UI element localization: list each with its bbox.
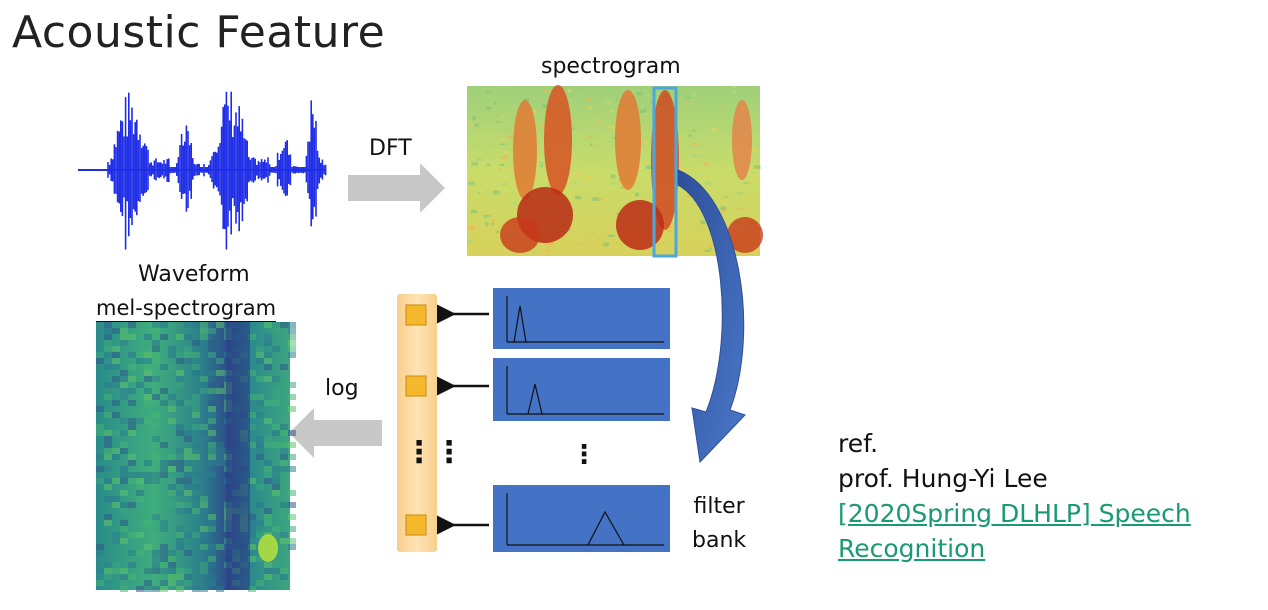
column-ellipsis-dots: ⋮⋮ xyxy=(404,435,464,470)
filter-panel-3 xyxy=(493,485,670,552)
waveform-label: Waveform xyxy=(138,262,250,287)
spectrogram-image xyxy=(467,85,763,258)
slide-title: Acoustic Feature xyxy=(12,7,386,58)
filter-bank-label-line1: filter xyxy=(693,494,745,519)
reference-prefix: ref. xyxy=(838,429,879,458)
ellipsis-dots: ⋮ xyxy=(571,440,597,470)
spectrogram-label: spectrogram xyxy=(541,54,681,79)
dft-arrow xyxy=(348,163,445,213)
log-arrow xyxy=(289,408,382,458)
filter-panel-1 xyxy=(493,288,670,349)
reference-link-line1[interactable]: [2020Spring DLHLP] Speech xyxy=(838,499,1191,528)
waveform xyxy=(78,91,327,250)
filter-bank-label-line2: bank xyxy=(692,528,747,553)
feature-vector-column xyxy=(397,294,437,552)
mel-spectrogram-image xyxy=(96,322,296,592)
reference-block: ref. prof. Hung-Yi Lee [2020Spring DLHLP… xyxy=(838,426,1191,566)
curved-arrow xyxy=(677,169,746,464)
filter-output-arrows xyxy=(436,304,489,535)
filter-panel-2 xyxy=(493,358,670,421)
dft-label: DFT xyxy=(369,136,412,161)
filter-bank-label: filter bank xyxy=(692,490,746,558)
reference-author: prof. Hung-Yi Lee xyxy=(838,464,1048,493)
mel-spectrogram-label: mel-spectrogram xyxy=(96,296,277,322)
reference-link[interactable]: [2020Spring DLHLP] Speech Recognition xyxy=(838,496,1191,566)
log-label: log xyxy=(325,376,359,401)
reference-link-line2[interactable]: Recognition xyxy=(838,534,986,563)
